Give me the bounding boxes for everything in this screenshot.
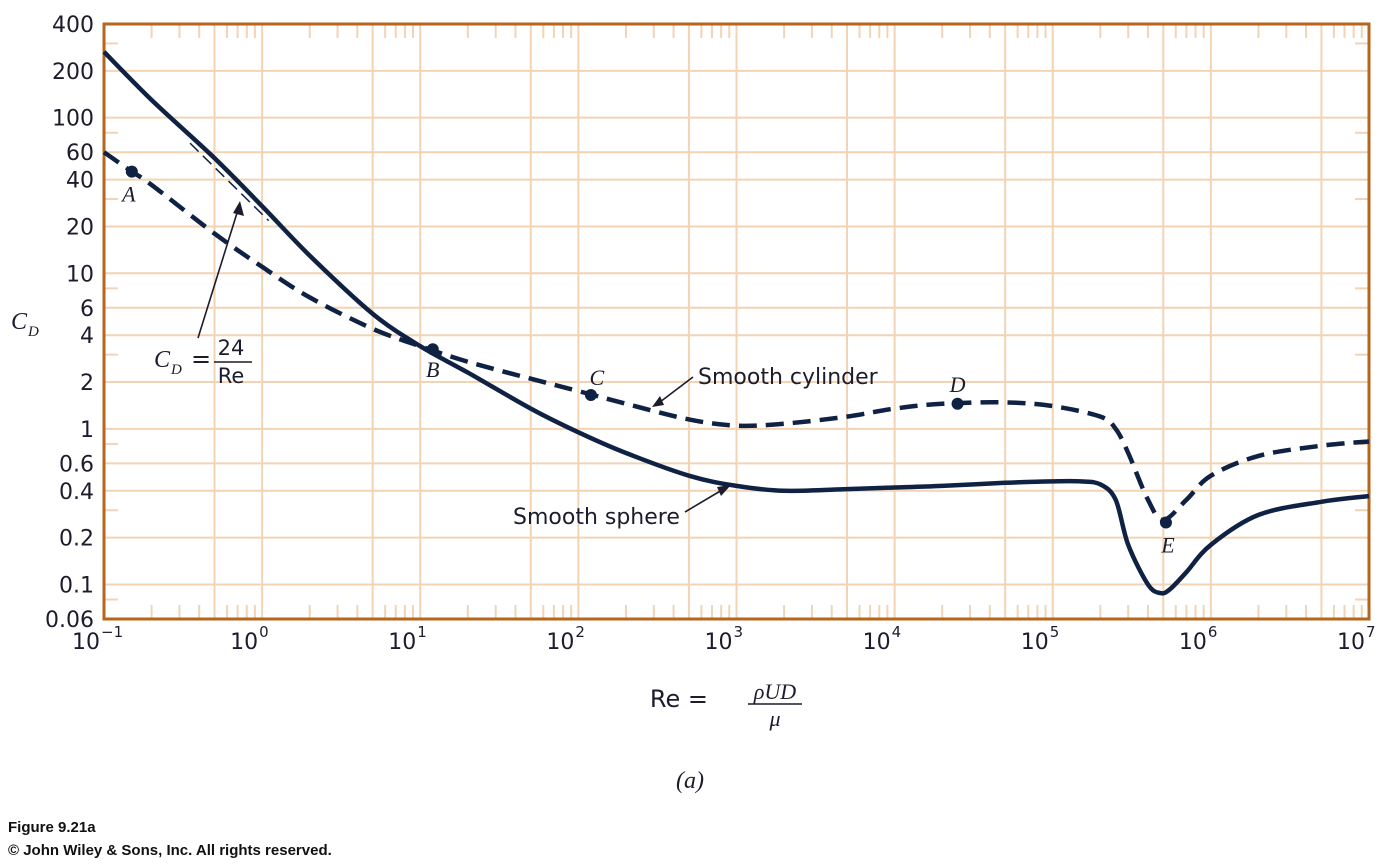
- y-tick-labels: 400 200 100 60 40 20 10 64 2 1 0.6 0.4 0.2 0.1 0.06: [45, 13, 94, 633]
- x-tick-label: 10 −1: [72, 623, 123, 655]
- cylinder-label: Smooth cylinder: [698, 365, 879, 390]
- point-label-c: C: [590, 365, 605, 390]
- x-axis-fraction-numerator: ρUD: [753, 679, 796, 704]
- x-tick-base: 10: [705, 630, 733, 655]
- cylinder-arrowhead: [652, 396, 664, 407]
- y-tick-label: 0.6: [59, 452, 94, 477]
- x-tick-exponent: −1: [101, 623, 123, 641]
- point-label-b: B: [426, 357, 439, 382]
- x-tick-label: 10 7: [1337, 623, 1376, 655]
- x-tick-base: 10: [1337, 630, 1365, 655]
- y-tick-label: 100: [52, 107, 94, 132]
- x-tick-exponent: 5: [1050, 623, 1060, 641]
- stokes-arrowhead: [233, 201, 244, 216]
- x-tick-label: 10 0: [230, 623, 269, 655]
- point-marker-b: [426, 343, 439, 356]
- y-tick-label: 0.06: [45, 608, 94, 633]
- x-tick-exponent: 7: [1366, 623, 1376, 641]
- stokes-formula-subscript: D: [170, 362, 182, 378]
- figure-caption: Figure 9.21a: [8, 819, 96, 836]
- x-tick-base: 10: [1179, 630, 1207, 655]
- x-tick-label: 10 2: [546, 623, 585, 655]
- stokes-formula-lhs: C: [154, 347, 171, 373]
- y-tick-label: 4: [80, 324, 94, 349]
- copyright-notice: © John Wiley & Sons, Inc. All rights res…: [8, 842, 332, 859]
- y-tick-label: 200: [52, 60, 94, 85]
- x-tick-base: 10: [72, 630, 100, 655]
- x-tick-label: 10 1: [388, 623, 427, 655]
- point-label-a: A: [120, 182, 136, 207]
- y-tick-label: 6: [80, 297, 94, 322]
- y-tick-label: 1: [80, 418, 94, 443]
- point-marker-e: [1159, 516, 1172, 529]
- point-marker-d: [951, 397, 964, 410]
- x-tick-exponent: 2: [575, 623, 585, 641]
- point-marker-c: [584, 389, 597, 402]
- y-tick-label: 20: [66, 215, 94, 240]
- sphere-arrowhead: [717, 485, 731, 496]
- sphere-pointer-line: [684, 489, 723, 513]
- point-marker-a: [125, 165, 138, 178]
- sphere-curve: [102, 50, 1370, 596]
- minor-tick-marks: [104, 24, 1369, 619]
- x-tick-exponent: 6: [1208, 623, 1218, 641]
- cylinder-pointer-line: [659, 376, 694, 403]
- y-tick-label: 40: [66, 169, 94, 194]
- x-tick-exponent: 3: [734, 623, 744, 641]
- x-tick-label: 10 3: [705, 623, 744, 655]
- subfigure-label: (a): [676, 768, 704, 794]
- x-tick-exponent: 0: [259, 623, 269, 641]
- x-tick-exponent: 1: [417, 623, 427, 641]
- sphere-label: Smooth sphere: [513, 505, 680, 530]
- y-tick-label: 0.1: [59, 573, 94, 598]
- x-tick-labels: 10 −1 10 0 10 1 10 2 10 3 10 4 10 5 10 6 10 7: [72, 623, 1376, 655]
- x-tick-label: 10 4: [863, 623, 902, 655]
- x-tick-base: 10: [230, 630, 258, 655]
- x-tick-base: 10: [546, 630, 574, 655]
- y-tick-label: 0.2: [59, 527, 94, 552]
- point-markers: AB C DE: [120, 165, 1175, 558]
- y-tick-label: 60: [66, 141, 94, 166]
- x-axis-fraction-denominator: μ: [768, 706, 780, 731]
- major-gridlines: [104, 24, 1369, 619]
- x-tick-exponent: 4: [892, 623, 902, 641]
- y-tick-label: 400: [52, 13, 94, 38]
- y-tick-label: 10: [66, 262, 94, 287]
- plot-frame: [102, 22, 1371, 621]
- stokes-formula-denominator: Re: [218, 364, 245, 388]
- point-label-d: D: [949, 372, 966, 397]
- y-axis-label-subscript: D: [27, 324, 39, 340]
- y-tick-label: 0.4: [59, 480, 94, 505]
- x-tick-base: 10: [863, 630, 891, 655]
- stokes-pointer-line: [197, 212, 238, 339]
- x-tick-base: 10: [388, 630, 416, 655]
- y-tick-label: 2: [80, 371, 94, 396]
- x-tick-label: 10 5: [1021, 623, 1060, 655]
- point-label-e: E: [1160, 533, 1175, 558]
- stokes-formula-equals: =: [191, 345, 211, 373]
- x-tick-base: 10: [1021, 630, 1049, 655]
- x-axis-label: Re =: [650, 685, 708, 713]
- stokes-formula-numerator: 24: [218, 336, 245, 360]
- x-tick-label: 10 6: [1179, 623, 1218, 655]
- y-axis-label: C: [11, 309, 28, 335]
- stokes-line: [189, 142, 270, 222]
